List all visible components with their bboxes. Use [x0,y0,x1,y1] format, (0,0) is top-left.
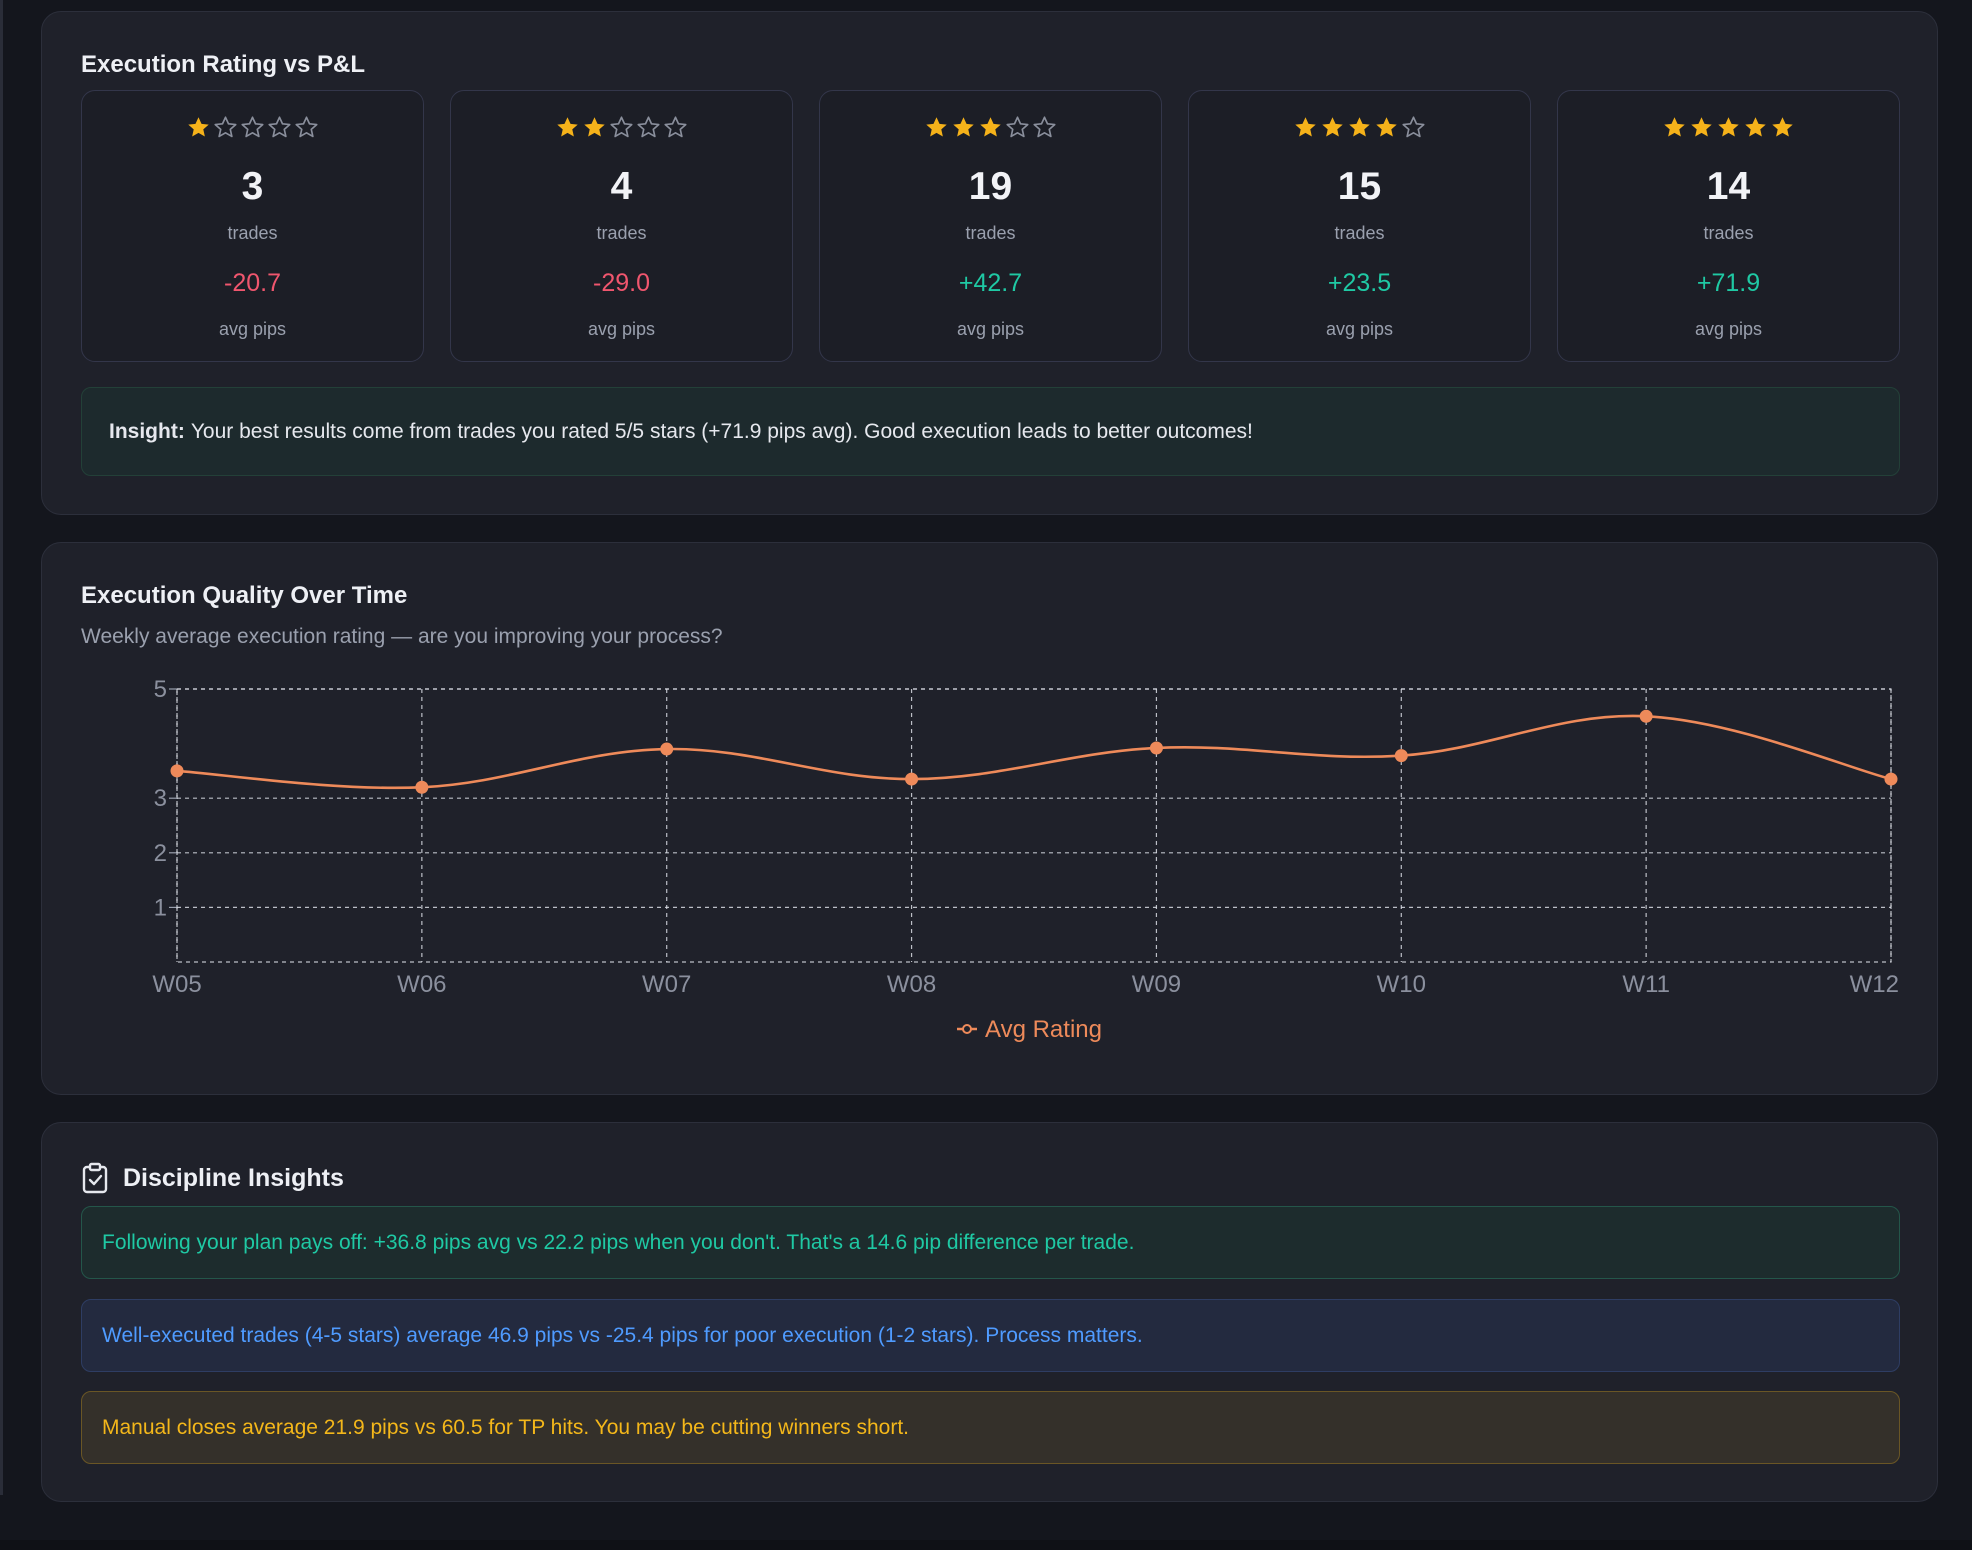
panel-title: Execution Rating vs P&L [81,51,366,78]
data-point [905,772,919,786]
trade-count: 4 [610,165,633,208]
star-empty-icon [241,116,264,138]
avg-pips-value: +42.7 [958,269,1023,297]
star-empty-icon [664,116,687,138]
avg-pips-value: +71.9 [1696,269,1761,297]
rating-cards: 3 trades -20.7 avg pips 4 trades -29.0 avg pips… [81,90,1900,362]
discipline-insight-plan: Following your plan pays off: +36.8 pips… [81,1206,1900,1279]
star-filled-icon [1745,117,1766,137]
x-tick-label: W08 [887,971,936,998]
trade-count-label: trades [227,223,278,243]
x-tick-label: W06 [397,971,446,998]
discipline-header: Discipline Insights [81,1161,344,1195]
trade-count: 19 [968,165,1013,208]
star-empty-icon [610,116,633,138]
rating-insight: Insight: Your best results come from tra… [81,387,1900,476]
legend-label: Avg Rating [985,1016,1102,1043]
bottom-strip [0,1540,1972,1550]
star-rating [1189,115,1530,145]
insight-label: Insight: [109,419,185,443]
x-tick-label: W07 [642,971,691,998]
data-point [1639,709,1653,723]
series-line-avg-rating [176,714,1892,790]
discipline-insight-execution: Well-executed trades (4-5 stars) average… [81,1299,1900,1372]
avg-pips-label: avg pips [956,319,1025,339]
y-tick-label: 5 [154,676,167,703]
y-tick-label: 3 [154,785,167,812]
star-filled-icon [1691,117,1712,137]
avg-pips-label: avg pips [218,319,287,339]
x-tick-label: W12 [1850,971,1899,998]
panel-title: Execution Quality Over Time [81,582,408,609]
avg-pips-value: -20.7 [224,269,281,297]
star-filled-icon [1664,117,1685,137]
clipboard-check-icon [82,1162,108,1194]
star-empty-icon [1033,116,1056,138]
rating-card-1-star: 3 trades -20.7 avg pips [81,90,424,362]
execution-quality-panel: Execution Quality Over Time Weekly avera… [41,542,1938,1095]
data-point [170,764,184,778]
quality-line-chart: 1 2 3 5 W05 W06 W07 W08 W09 W10 W11 W12 Avg Rating [152,676,1899,1043]
star-filled-icon [1376,117,1397,137]
trade-count-label: trades [1703,223,1754,243]
data-point [1394,749,1408,763]
rating-card-2-star: 4 trades -29.0 avg pips [450,90,793,362]
discipline-title: Discipline Insights [123,1163,344,1192]
star-empty-icon [214,116,237,138]
avg-pips-label: avg pips [1694,319,1763,339]
rating-card-3-star: 19 trades +42.7 avg pips [819,90,1162,362]
star-filled-icon [926,117,947,137]
data-point [1149,741,1163,755]
trade-count: 3 [241,165,264,208]
execution-rating-panel: Execution Rating vs P&L 3 trades -20.7 avg … [41,11,1938,515]
star-filled-icon [1772,117,1793,137]
y-tick-label: 2 [154,840,167,867]
avg-pips-label: avg pips [587,319,656,339]
star-empty-icon [1006,116,1029,138]
trade-count-label: trades [596,223,647,243]
rating-card-4-star: 15 trades +23.5 avg pips [1188,90,1531,362]
x-tick-label: W10 [1377,971,1426,998]
trade-count: 15 [1337,165,1382,208]
star-filled-icon [557,117,578,137]
star-rating [1558,115,1899,145]
star-empty-icon [295,116,318,138]
rating-card-5-star: 14 trades +71.9 avg pips [1557,90,1900,362]
avg-pips-label: avg pips [1325,319,1394,339]
x-tick-label: W05 [152,971,201,998]
star-empty-icon [637,116,660,138]
star-empty-icon [268,116,291,138]
data-point [415,780,429,794]
left-rail [0,0,3,1495]
star-empty-icon [1402,116,1425,138]
star-filled-icon [584,117,605,137]
star-filled-icon [188,117,209,137]
data-point [660,742,674,756]
star-filled-icon [1295,117,1316,137]
star-rating [820,115,1161,145]
star-rating [82,115,423,145]
trade-count-label: trades [1334,223,1385,243]
data-point [1884,772,1898,786]
star-filled-icon [1322,117,1343,137]
star-filled-icon [1718,117,1739,137]
insight-text: Your best results come from trades you r… [190,419,1253,443]
star-filled-icon [953,117,974,137]
discipline-insights-panel: Discipline Insights Following your plan … [41,1122,1938,1502]
trade-count: 14 [1706,165,1751,208]
chart-subtitle: Weekly average execution rating — are yo… [81,625,723,648]
legend-marker-icon [962,1024,972,1034]
y-tick-label: 1 [154,894,167,921]
x-tick-label: W11 [1622,971,1670,998]
plot-frame [176,688,1892,963]
avg-pips-value: +23.5 [1327,269,1392,297]
discipline-insight-manual-close: Manual closes average 21.9 pips vs 60.5 … [81,1391,1900,1464]
x-tick-label: W09 [1132,971,1181,998]
avg-pips-value: -29.0 [593,269,650,297]
star-filled-icon [980,117,1001,137]
star-rating [451,115,792,145]
trade-count-label: trades [965,223,1016,243]
star-filled-icon [1349,117,1370,137]
